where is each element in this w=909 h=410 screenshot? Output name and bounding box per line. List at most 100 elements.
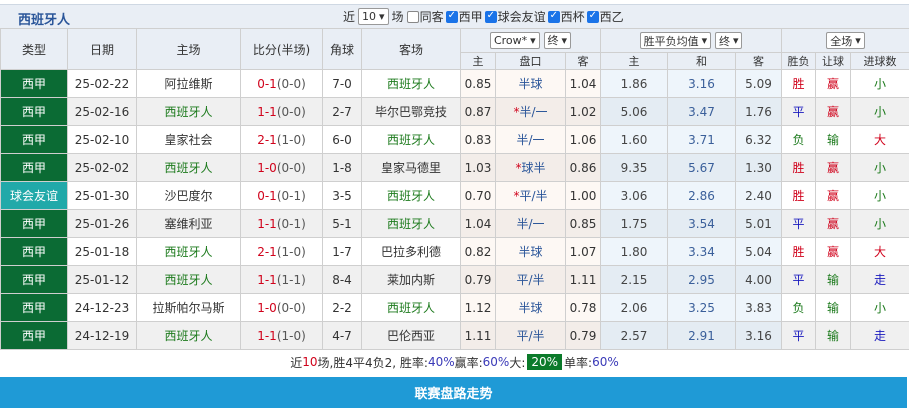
match-date: 25-02-02: [67, 153, 137, 182]
match-date: 25-02-16: [67, 97, 137, 126]
home-team[interactable]: 皇家社会: [136, 125, 241, 154]
recent-count-value: 10: [362, 10, 377, 23]
eu-state-select[interactable]: 终 ▾: [714, 32, 743, 49]
home-team[interactable]: 西班牙人: [136, 265, 241, 294]
match-type[interactable]: 球会友谊: [0, 181, 68, 210]
half-time-score: (1-0): [276, 132, 306, 147]
handicap-result: 赢: [815, 69, 852, 98]
odds-away: 1.04: [564, 69, 602, 98]
eu-draw: 3.34: [667, 237, 737, 266]
corner-score: 1-7: [322, 237, 362, 266]
away-team[interactable]: 西班牙人: [361, 69, 461, 98]
odds-header: Crow* ▾ 终 ▾: [459, 28, 602, 53]
match-type[interactable]: 西甲: [0, 125, 68, 154]
eu-draw: 3.25: [667, 293, 737, 322]
chevron-down-icon: ▾: [561, 33, 568, 47]
league-trend-button[interactable]: 联赛盘路走势: [0, 377, 907, 408]
subcol-header: 让球: [815, 52, 852, 70]
match-score[interactable]: 1-1(1-0): [240, 321, 323, 350]
home-team[interactable]: 阿拉维斯: [136, 69, 241, 98]
away-team[interactable]: 莱加内斯: [361, 265, 461, 294]
half-time-score: (1-0): [276, 244, 306, 259]
home-team[interactable]: 塞维利亚: [136, 209, 241, 238]
home-team[interactable]: 拉斯帕尔马斯: [136, 293, 241, 322]
filter-checkbox[interactable]: [445, 10, 458, 23]
odds-state-value: 终: [547, 34, 559, 48]
away-team[interactable]: 西班牙人: [361, 125, 461, 154]
recent-suffix: 场: [391, 10, 404, 24]
chevron-down-icon: ▾: [701, 34, 708, 47]
eu-away: 2.40: [735, 181, 783, 210]
match-score[interactable]: 1-0(0-0): [240, 153, 323, 182]
odds-away: 0.85: [564, 209, 602, 238]
filter-checkbox[interactable]: [547, 10, 560, 23]
handicap-line: 半球: [495, 69, 566, 98]
filter-checkbox[interactable]: [586, 10, 599, 23]
filter-checkbox[interactable]: [406, 10, 419, 23]
match-row: 西甲 25-01-26 塞维利亚 1-1(0-1) 5-1 西班牙人 1.04 …: [0, 209, 909, 238]
match-type[interactable]: 西甲: [0, 209, 68, 238]
half-time-score: (0-1): [276, 216, 306, 231]
away-team[interactable]: 西班牙人: [361, 293, 461, 322]
home-team[interactable]: 沙巴度尔: [136, 181, 241, 210]
goals-result: 小: [850, 293, 909, 322]
match-score[interactable]: 1-0(0-0): [240, 293, 323, 322]
odds-away: 1.11: [564, 265, 602, 294]
match-result: 负: [781, 293, 817, 322]
eu-draw: 2.95: [667, 265, 737, 294]
full-time-score: 2-1: [257, 244, 277, 259]
match-score[interactable]: 1-1(0-1): [240, 209, 323, 238]
match-score[interactable]: 2-1(1-0): [240, 237, 323, 266]
away-team[interactable]: 巴伦西亚: [361, 321, 461, 350]
handicap-result: 赢: [815, 209, 852, 238]
away-team[interactable]: 毕尔巴鄂竞技: [361, 97, 461, 126]
match-score[interactable]: 1-1(0-0): [240, 97, 323, 126]
half-time-score: (0-0): [276, 160, 306, 175]
eu-draw: 5.67: [667, 153, 737, 182]
match-result: 平: [781, 97, 817, 126]
odds-home: 0.82: [460, 237, 496, 266]
away-team[interactable]: 西班牙人: [361, 181, 461, 210]
col-score: 比分(半场): [240, 28, 323, 70]
star-marker: *: [515, 161, 522, 175]
match-row: 西甲 25-02-10 皇家社会 2-1(1-0) 6-0 西班牙人 0.83 …: [0, 125, 909, 154]
home-team[interactable]: 西班牙人: [136, 321, 241, 350]
handicap-line: 平/半: [495, 265, 566, 294]
full-time-score: 1-1: [257, 104, 277, 119]
match-type[interactable]: 西甲: [0, 293, 68, 322]
home-team[interactable]: 西班牙人: [136, 237, 241, 266]
company-select[interactable]: Crow* ▾: [489, 32, 540, 50]
filter-checkbox[interactable]: [484, 10, 497, 23]
handicap-line-text: 平/半: [519, 189, 548, 203]
corner-score: 3-5: [322, 181, 362, 210]
match-type[interactable]: 西甲: [0, 237, 68, 266]
match-score[interactable]: 2-1(1-0): [240, 125, 323, 154]
eu-select[interactable]: 胜平负均值 ▾: [639, 32, 712, 49]
odds-state-select[interactable]: 终 ▾: [543, 31, 572, 49]
eu-home: 5.06: [600, 97, 669, 126]
match-type[interactable]: 西甲: [0, 265, 68, 294]
handicap-line-text: 半球: [518, 301, 543, 315]
team-title: 西班牙人: [18, 13, 71, 28]
home-team[interactable]: 西班牙人: [136, 97, 241, 126]
eu-away: 1.76: [735, 97, 783, 126]
match-type[interactable]: 西甲: [0, 69, 68, 98]
recent-count-select[interactable]: 10 ▾: [358, 8, 389, 25]
away-team[interactable]: 巴拉多利德: [361, 237, 461, 266]
match-score[interactable]: 0-1(0-0): [240, 69, 323, 98]
handicap-line-text: 平/半: [516, 273, 545, 287]
home-team[interactable]: 西班牙人: [136, 153, 241, 182]
away-team[interactable]: 西班牙人: [361, 209, 461, 238]
match-type[interactable]: 西甲: [0, 153, 68, 182]
away-team[interactable]: 皇家马德里: [361, 153, 461, 182]
eu-select-value: 胜平负均值: [643, 34, 699, 48]
match-type[interactable]: 西甲: [0, 321, 68, 350]
scope-select[interactable]: 全场 ▾: [826, 32, 865, 49]
odds-home: 0.87: [460, 97, 496, 126]
match-score[interactable]: 0-1(0-1): [240, 181, 323, 210]
match-score[interactable]: 1-1(1-1): [240, 265, 323, 294]
match-type[interactable]: 西甲: [0, 97, 68, 126]
win-rate: 40%: [427, 355, 455, 369]
handicap-line: *球半: [495, 153, 566, 182]
match-date: 25-02-22: [67, 69, 137, 98]
